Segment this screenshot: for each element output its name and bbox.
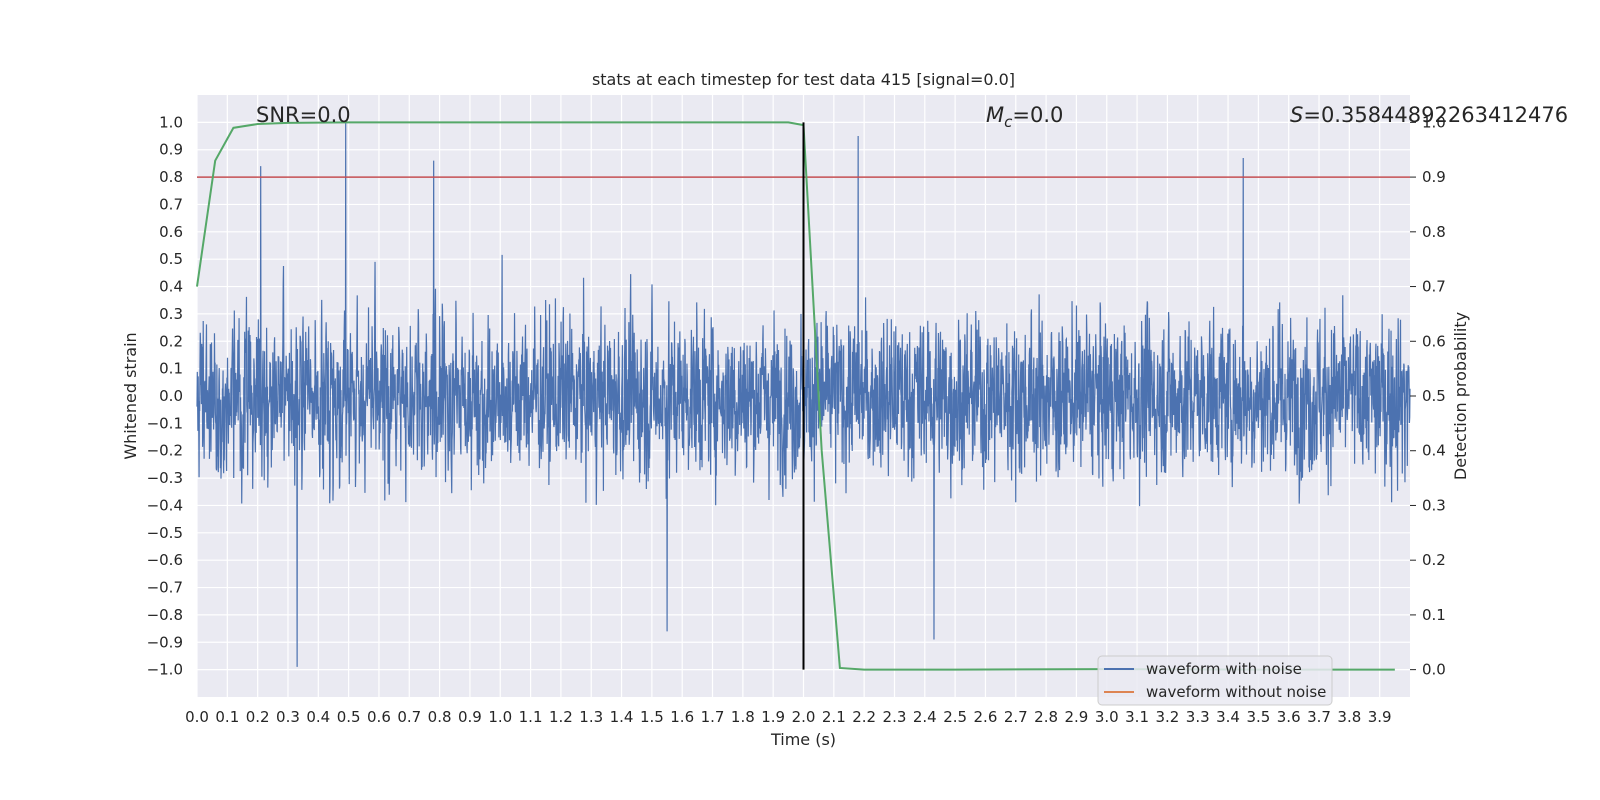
x-tick-label: 2.1 — [822, 708, 846, 726]
snr-annotation: SNR=0.0 — [256, 103, 351, 127]
y-tick-label: 0.0 — [159, 387, 183, 405]
score-annotation: S=0.35844892263412476 — [1290, 103, 1568, 127]
chirp-mass-annotation: Mc=0.0 — [986, 103, 1063, 131]
x-tick-label: 2.9 — [1064, 708, 1088, 726]
y-tick-label: −0.2 — [147, 442, 183, 460]
x-tick-label: 2.3 — [883, 708, 907, 726]
y-tick-label: −1.0 — [147, 661, 183, 679]
x-tick-label: 1.5 — [640, 708, 664, 726]
right-tick-label: 0.9 — [1422, 168, 1446, 186]
x-tick-label: 3.8 — [1337, 708, 1361, 726]
chirp-mass-value: =0.0 — [1012, 103, 1063, 127]
x-tick-label: 1.4 — [610, 708, 634, 726]
y-tick-label: 0.4 — [159, 278, 183, 296]
x-tick-label: 0.2 — [246, 708, 270, 726]
x-tick-label: 3.4 — [1216, 708, 1240, 726]
chirp-mass-symbol: M — [986, 103, 1004, 127]
right-tick-label: 0.4 — [1422, 442, 1446, 460]
y-tick-label: 0.1 — [159, 360, 183, 378]
y-tick-label: −0.9 — [147, 633, 183, 651]
y-tick-label: −0.7 — [147, 579, 183, 597]
x-tick-label: 2.5 — [943, 708, 967, 726]
y-tick-label: 0.3 — [159, 305, 183, 323]
x-tick-label: 1.8 — [731, 708, 755, 726]
right-tick-label: 1.0 — [1422, 113, 1446, 131]
y-tick-label: 0.8 — [159, 168, 183, 186]
legend-label-waveform-with-noise: waveform with noise — [1146, 660, 1302, 678]
legend: waveform with noise waveform without noi… — [1097, 655, 1333, 706]
x-tick-label: 2.8 — [1034, 708, 1058, 726]
x-tick-label: 1.6 — [670, 708, 694, 726]
x-tick-label: 1.0 — [488, 708, 512, 726]
x-tick-label: 3.1 — [1125, 708, 1149, 726]
y-tick-label: 0.7 — [159, 195, 183, 213]
y-tick-label: −0.8 — [147, 606, 183, 624]
legend-label-waveform-without-noise: waveform without noise — [1146, 683, 1326, 701]
right-tick-label: 0.8 — [1422, 223, 1446, 241]
x-tick-label: 1.9 — [761, 708, 785, 726]
x-tick-label: 2.6 — [974, 708, 998, 726]
y-tick-label: −0.5 — [147, 524, 183, 542]
x-tick-label: 3.5 — [1246, 708, 1270, 726]
right-tick-label: 0.5 — [1422, 387, 1446, 405]
score-value: =0.35844892263412476 — [1303, 103, 1568, 127]
x-tick-label: 0.0 — [185, 708, 209, 726]
x-tick-label: 0.7 — [397, 708, 421, 726]
x-tick-label: 2.0 — [792, 708, 816, 726]
y-tick-label: 0.2 — [159, 332, 183, 350]
right-axis-ticks: 1.0 0.9 0.8 0.7 0.6 0.5 0.4 0.3 0.2 0.1 0.0 — [1410, 113, 1446, 679]
x-tick-label: 2.2 — [852, 708, 876, 726]
x-tick-label: 0.9 — [458, 708, 482, 726]
y-tick-label: −0.6 — [147, 551, 183, 569]
y-tick-label: −0.1 — [147, 414, 183, 432]
right-tick-label: 0.1 — [1422, 606, 1446, 624]
x-tick-label: 1.7 — [701, 708, 725, 726]
right-tick-label: 0.7 — [1422, 278, 1446, 296]
y-tick-label: 0.9 — [159, 141, 183, 159]
y-axis-label: Whitened strain — [121, 332, 140, 459]
x-tick-label: 0.3 — [276, 708, 300, 726]
x-tick-label: 0.1 — [215, 708, 239, 726]
x-tick-label: 3.0 — [1095, 708, 1119, 726]
y-tick-label: 0.5 — [159, 250, 183, 268]
x-tick-label: 0.4 — [306, 708, 330, 726]
y-tick-label: −0.3 — [147, 469, 183, 487]
x-axis-ticks: 0.0 0.1 0.2 0.3 0.4 0.5 0.6 0.7 0.8 0.9 1.0 1.1 1.2 1… — [185, 708, 1392, 726]
right-axis-label: Detection probability — [1451, 312, 1470, 480]
y-tick-label: 0.6 — [159, 223, 183, 241]
x-tick-label: 0.6 — [367, 708, 391, 726]
x-tick-label: 3.2 — [1155, 708, 1179, 726]
detection-probability-line — [196, 121, 1395, 671]
y-axis-ticks: 1.0 0.9 0.8 0.7 0.6 0.5 0.4 0.3 0.2 0.1 0.0 −0.1 −0.… — [147, 113, 183, 678]
right-tick-label: 0.6 — [1422, 332, 1446, 350]
x-tick-label: 0.5 — [337, 708, 361, 726]
x-tick-label: 1.2 — [549, 708, 573, 726]
x-tick-label: 2.7 — [1004, 708, 1028, 726]
x-tick-label: 2.4 — [913, 708, 937, 726]
y-tick-label: −0.4 — [147, 496, 183, 514]
right-tick-label: 0.2 — [1422, 551, 1446, 569]
chirp-mass-subscript: c — [1004, 113, 1013, 131]
x-tick-label: 3.3 — [1186, 708, 1210, 726]
y-tick-label: 1.0 — [159, 113, 183, 131]
legend-box — [1097, 655, 1333, 706]
score-symbol: S — [1290, 103, 1303, 127]
x-axis-label: Time (s) — [770, 730, 836, 749]
right-tick-label: 0.0 — [1422, 661, 1446, 679]
x-tick-label: 1.1 — [519, 708, 543, 726]
x-tick-label: 1.3 — [579, 708, 603, 726]
chart-title: stats at each timestep for test data 415… — [592, 70, 1015, 89]
x-tick-label: 3.9 — [1368, 708, 1392, 726]
x-tick-label: 0.8 — [428, 708, 452, 726]
right-tick-label: 0.3 — [1422, 496, 1446, 514]
x-tick-label: 3.7 — [1307, 708, 1331, 726]
x-tick-label: 3.6 — [1277, 708, 1301, 726]
